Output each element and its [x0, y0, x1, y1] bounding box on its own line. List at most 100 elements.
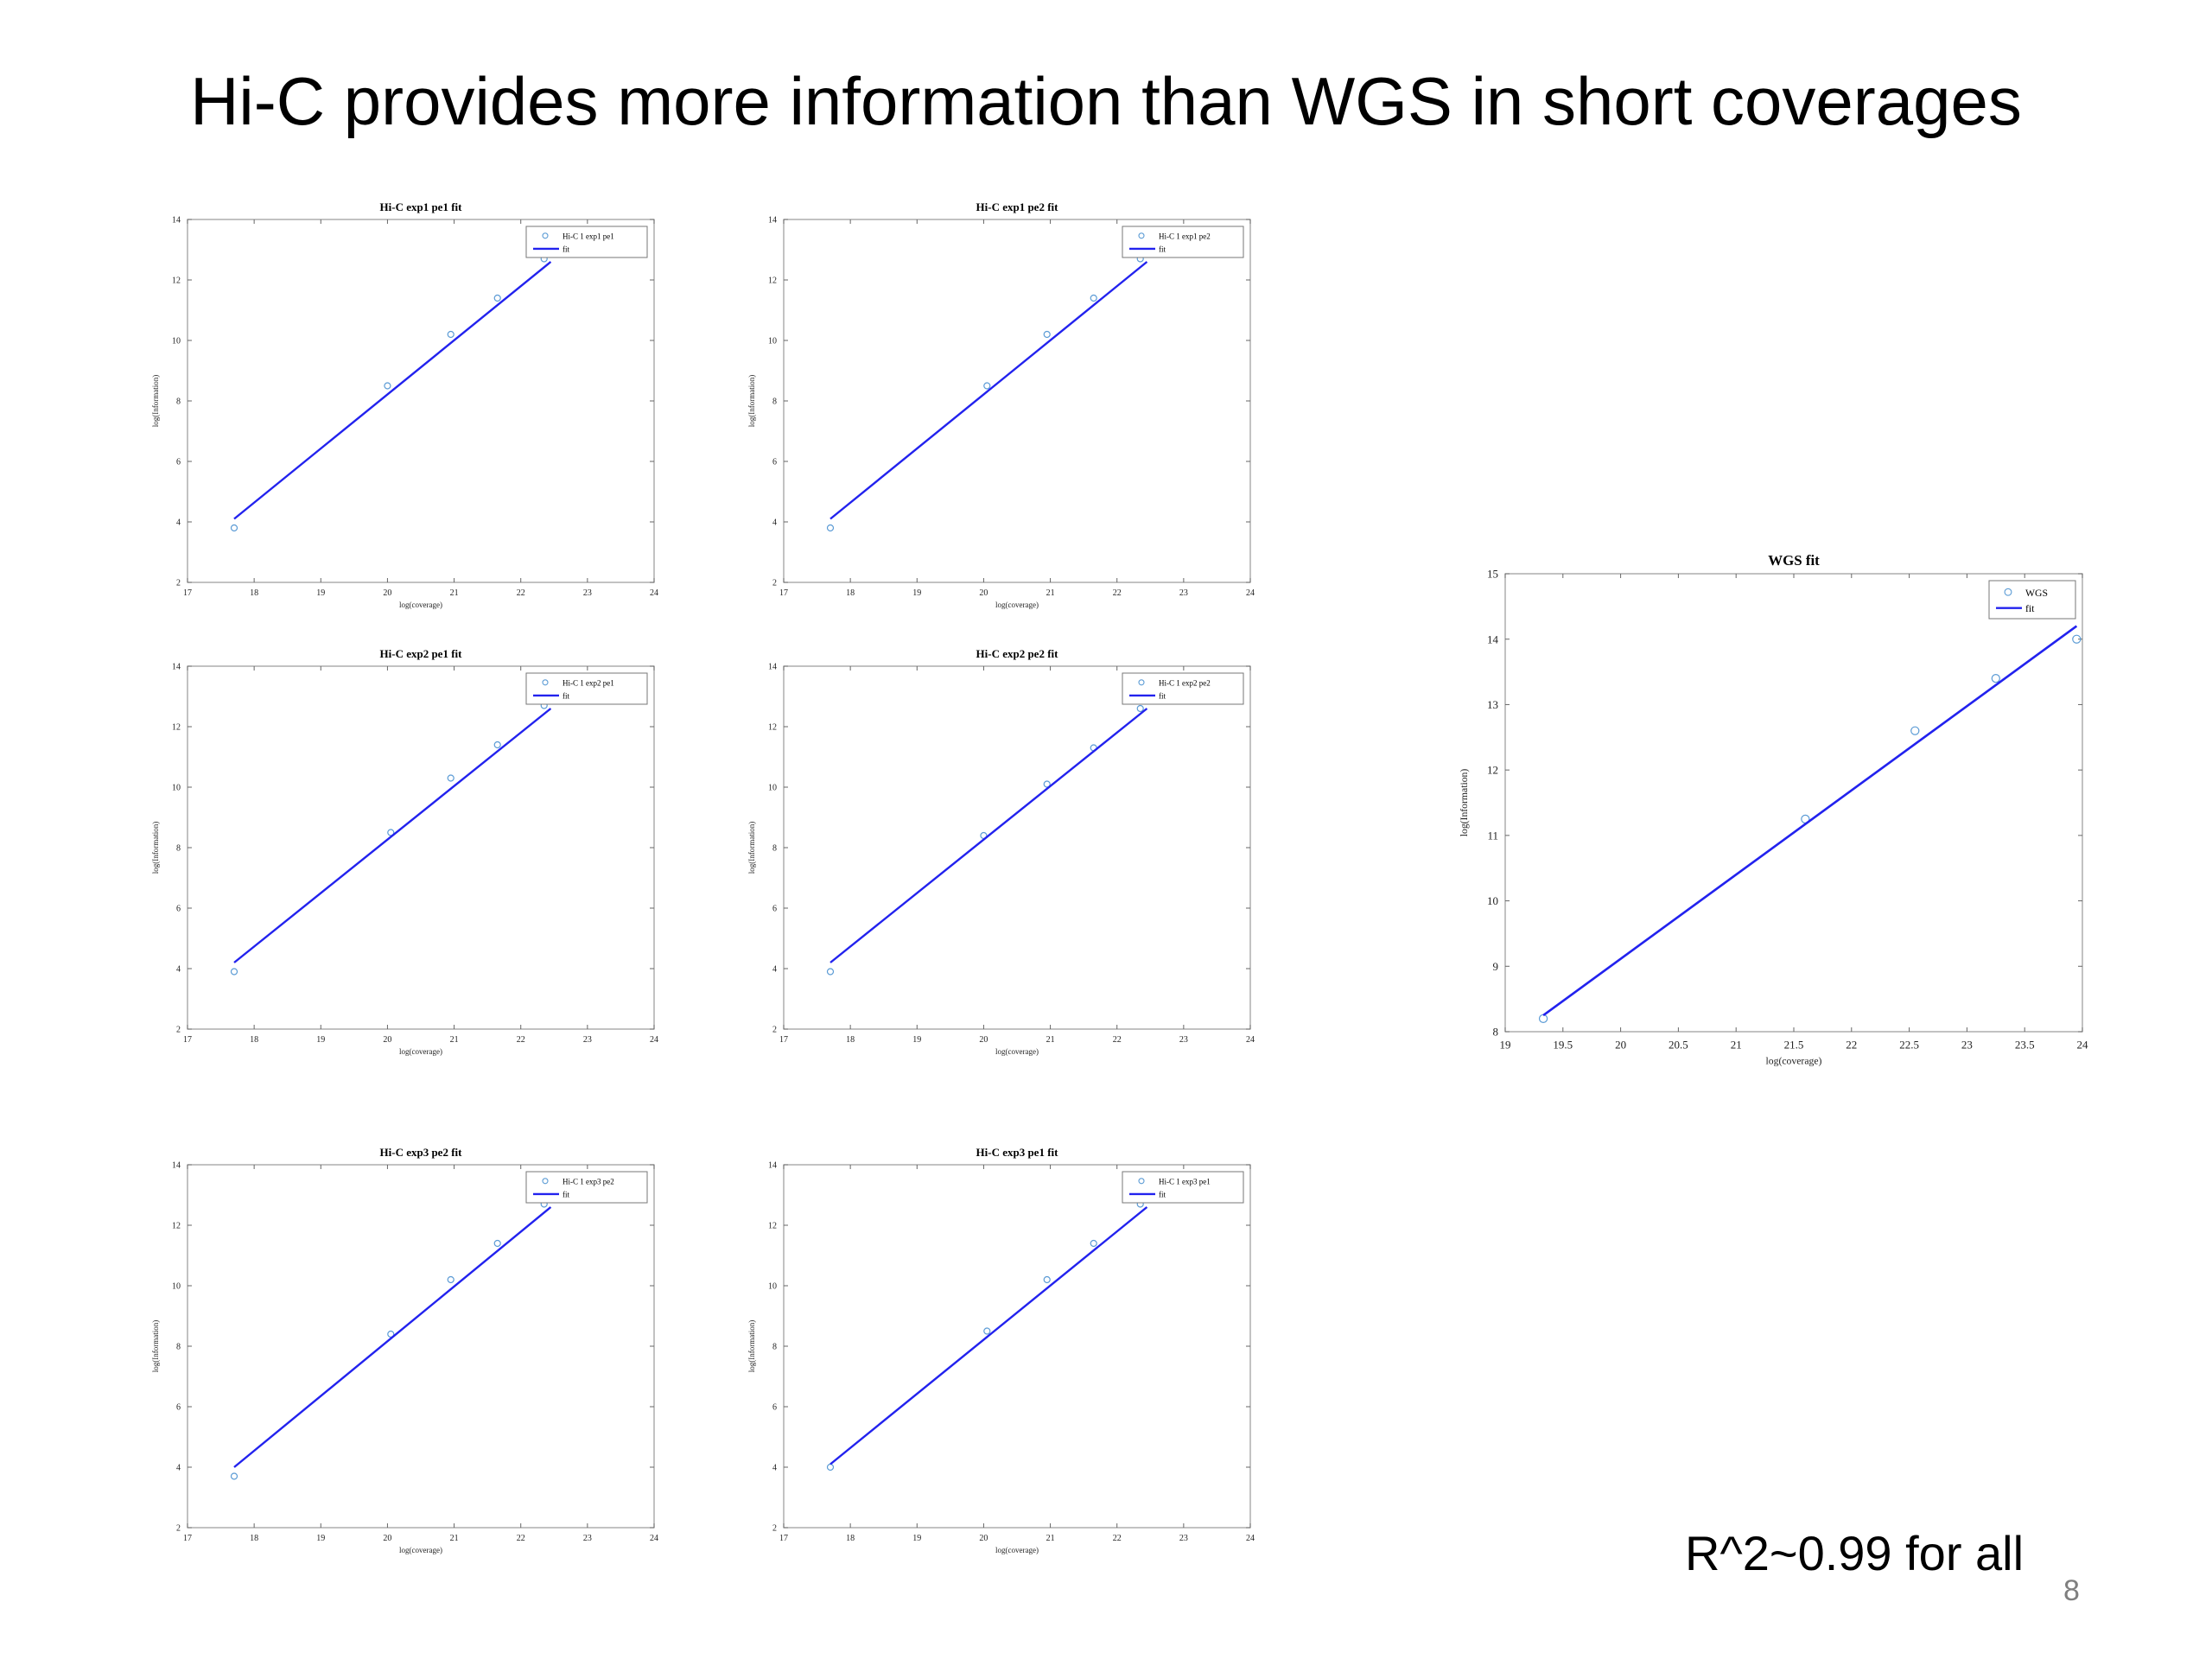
r-squared-note: R^2~0.99 for all: [1685, 1525, 2024, 1581]
x-tick-label: 23: [1179, 588, 1188, 598]
chart-title: Hi-C exp1 pe1 fit: [380, 200, 463, 213]
x-tick-label: 24: [1246, 1534, 1255, 1543]
x-tick-label: 23.5: [2015, 1039, 2035, 1052]
y-tick-label: 14: [768, 663, 777, 672]
y-tick-label: 8: [1493, 1026, 1499, 1039]
y-tick-label: 10: [768, 784, 777, 793]
x-tick-label: 21: [450, 1035, 459, 1045]
y-tick-label: 4: [772, 518, 777, 528]
x-tick-label: 17: [779, 588, 788, 598]
x-tick-label: 21: [1046, 588, 1055, 598]
x-tick-label: 17: [779, 1035, 788, 1045]
y-tick-label: 8: [772, 1343, 777, 1352]
x-axis-label: log(coverage): [995, 1546, 1039, 1554]
x-tick-label: 17: [779, 1534, 788, 1543]
y-tick-label: 10: [1487, 894, 1498, 907]
legend-label: fit: [563, 691, 569, 700]
y-tick-label: 4: [176, 518, 181, 528]
y-tick-label: 10: [768, 337, 777, 346]
y-tick-label: 6: [772, 905, 777, 914]
chart-hic-exp3-pe2: Hi-C exp3 pe2 fit 17 18 19 20 21 22 23 24 2 4 6 8 10 1…: [134, 1134, 699, 1566]
y-tick-label: 14: [768, 216, 777, 226]
chart-title: Hi-C exp2 pe1 fit: [380, 647, 463, 660]
plot-area: [1505, 574, 2082, 1032]
x-tick-label: 21: [450, 1534, 459, 1543]
plot-area: [188, 1165, 654, 1528]
x-tick-label: 19: [1500, 1039, 1511, 1052]
legend-label: Hi-C 1 exp2 pe1: [563, 678, 614, 687]
y-tick-label: 14: [172, 216, 181, 226]
y-axis-label: log(Information): [747, 822, 756, 874]
y-tick-label: 8: [772, 844, 777, 854]
y-tick-label: 4: [772, 965, 777, 975]
x-tick-label: 19: [912, 588, 921, 598]
y-axis-label: log(Information): [151, 375, 160, 427]
y-tick-label: 6: [772, 1403, 777, 1413]
y-tick-label: 6: [176, 1403, 181, 1413]
legend-label: fit: [2025, 603, 2035, 614]
x-tick-label: 22: [1113, 1035, 1122, 1045]
x-tick-label: 23: [1961, 1039, 1973, 1052]
x-tick-label: 22.5: [1899, 1039, 1919, 1052]
x-tick-label: 18: [846, 1534, 855, 1543]
plot-area: [784, 1165, 1250, 1528]
y-tick-label: 13: [1487, 698, 1498, 711]
x-tick-label: 22: [517, 1534, 525, 1543]
plot-area: [784, 666, 1250, 1029]
y-tick-label: 12: [768, 1222, 777, 1231]
y-tick-label: 14: [1487, 632, 1499, 645]
y-axis-label: log(Information): [151, 822, 160, 874]
y-tick-label: 8: [176, 1343, 181, 1352]
y-tick-label: 14: [172, 1161, 181, 1171]
x-tick-label: 23: [583, 588, 592, 598]
x-tick-label: 24: [650, 1534, 658, 1543]
y-axis-label: log(Information): [747, 375, 756, 427]
plot-area: [784, 219, 1250, 582]
x-tick-label: 21.5: [1784, 1039, 1804, 1052]
x-tick-label: 23: [1179, 1534, 1188, 1543]
y-axis-label: log(Information): [747, 1320, 756, 1372]
y-tick-label: 12: [768, 276, 777, 286]
y-tick-label: 8: [176, 844, 181, 854]
y-tick-label: 10: [172, 784, 181, 793]
x-tick-label: 19: [316, 1035, 325, 1045]
legend-label: fit: [1159, 1190, 1166, 1198]
chart-title: Hi-C exp1 pe2 fit: [976, 200, 1059, 213]
y-tick-label: 12: [1487, 764, 1498, 777]
y-tick-label: 11: [1487, 829, 1498, 842]
slide-title: Hi-C provides more information than WGS …: [0, 67, 2212, 135]
x-tick-label: 20.5: [1669, 1039, 1688, 1052]
x-tick-label: 24: [1246, 588, 1255, 598]
x-tick-label: 21: [1046, 1035, 1055, 1045]
y-axis-label: log(Information): [151, 1320, 160, 1372]
x-tick-label: 23: [583, 1534, 592, 1543]
legend-label: fit: [1159, 245, 1166, 253]
x-tick-label: 20: [1615, 1039, 1626, 1052]
y-axis-label: log(Information): [1459, 769, 1470, 837]
y-tick-label: 8: [772, 397, 777, 407]
chart-title: Hi-C exp3 pe1 fit: [976, 1146, 1059, 1159]
chart-hic-exp2-pe1: Hi-C exp2 pe1 fit 17 18 19 20 21 22 23 24 2 4 6 8 10 1…: [134, 635, 699, 1067]
x-tick-label: 18: [250, 1534, 258, 1543]
x-tick-label: 23: [1179, 1035, 1188, 1045]
x-axis-label: log(coverage): [995, 1047, 1039, 1056]
x-tick-label: 17: [183, 1534, 192, 1543]
y-tick-label: 9: [1493, 960, 1499, 973]
x-tick-label: 22: [1846, 1039, 1857, 1052]
x-tick-label: 24: [2077, 1039, 2089, 1052]
x-tick-label: 19: [316, 588, 325, 598]
legend-label: Hi-C 1 exp3 pe2: [563, 1177, 614, 1185]
x-tick-label: 19: [316, 1534, 325, 1543]
y-tick-label: 8: [176, 397, 181, 407]
y-tick-label: 2: [176, 1026, 181, 1035]
x-tick-label: 22: [1113, 1534, 1122, 1543]
y-tick-label: 4: [176, 1464, 181, 1473]
y-tick-label: 12: [768, 723, 777, 733]
y-tick-label: 12: [172, 1222, 181, 1231]
y-tick-label: 14: [172, 663, 181, 672]
y-tick-label: 10: [768, 1282, 777, 1292]
plot-area: [188, 219, 654, 582]
